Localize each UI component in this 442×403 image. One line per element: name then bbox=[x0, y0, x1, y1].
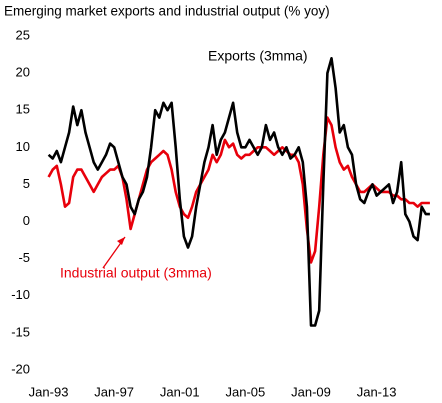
x-tick-label: Jan-01 bbox=[160, 384, 200, 399]
x-tick-label: Jan-93 bbox=[29, 384, 69, 399]
annotation-arrowhead bbox=[117, 237, 125, 245]
x-tick-label: Jan-13 bbox=[357, 384, 397, 399]
y-tick-label: -15 bbox=[11, 324, 30, 339]
x-tick-label: Jan-05 bbox=[226, 384, 266, 399]
series-label: Industrial output (3mma) bbox=[60, 265, 212, 281]
y-tick-label: 25 bbox=[16, 27, 30, 42]
y-tick-label: -10 bbox=[11, 287, 30, 302]
y-tick-label: 20 bbox=[16, 65, 30, 80]
series-label: Exports (3mma) bbox=[208, 48, 308, 64]
y-tick-label: 5 bbox=[23, 176, 30, 191]
series-line bbox=[47, 57, 430, 327]
y-tick-label: 10 bbox=[16, 139, 30, 154]
x-tick-label: Jan-09 bbox=[291, 384, 331, 399]
y-tick-label: 0 bbox=[23, 213, 30, 228]
series-line bbox=[47, 116, 430, 264]
y-tick-label: -20 bbox=[11, 361, 30, 376]
y-tick-label: -5 bbox=[18, 250, 30, 265]
chart-title: Emerging market exports and industrial o… bbox=[4, 4, 330, 19]
y-tick-label: 15 bbox=[16, 102, 30, 117]
x-tick-label: Jan-97 bbox=[94, 384, 134, 399]
